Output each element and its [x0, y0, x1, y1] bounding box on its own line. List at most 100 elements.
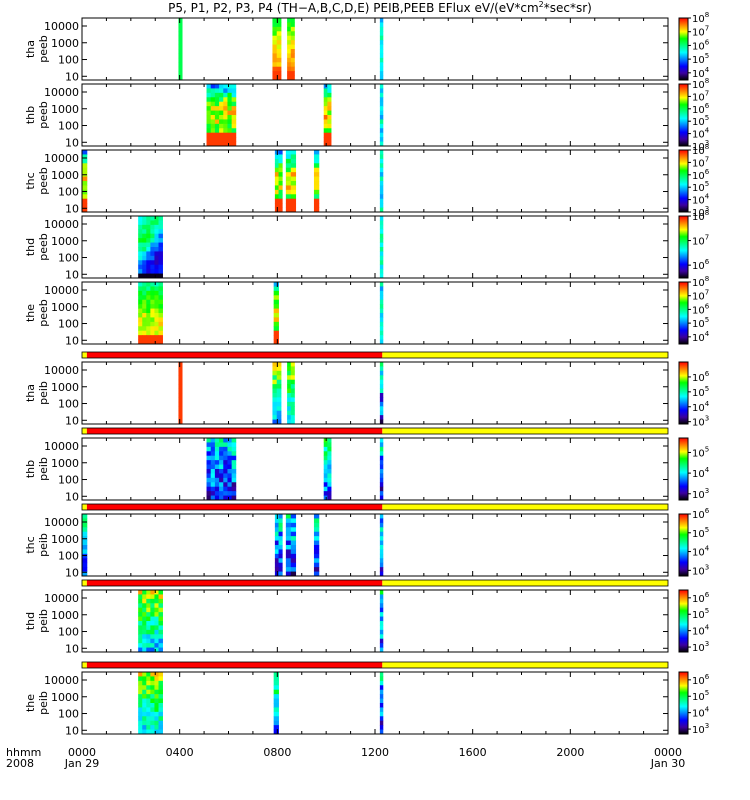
spectrogram-cell	[323, 473, 328, 479]
spectrogram-cell	[223, 106, 228, 111]
spectrogram-cell	[206, 132, 212, 138]
spectrogram-cell	[158, 317, 163, 323]
spectrogram-cell	[146, 242, 151, 248]
spectrogram-cell	[158, 313, 163, 318]
spectrogram-cell	[138, 299, 143, 305]
y-tick-label: 1000	[51, 691, 79, 704]
spectrogram-cell	[379, 181, 384, 186]
spectrogram-cell	[276, 370, 282, 376]
spectrogram-cell	[379, 282, 384, 287]
y-tick-label: 10000	[44, 516, 79, 529]
spectrogram-cell	[287, 366, 292, 372]
spectrogram-cell	[379, 518, 384, 524]
spectrogram-cell	[138, 672, 143, 677]
status-segment	[86, 352, 383, 358]
spectrogram-burst	[287, 18, 295, 81]
spectrogram-cell	[146, 220, 151, 226]
spectrogram-cell	[285, 571, 292, 577]
spectrogram-cell	[287, 22, 292, 28]
spectrogram-cell	[274, 567, 279, 572]
spectrogram-cell	[154, 251, 159, 257]
status-segment	[82, 352, 87, 358]
spectrogram-cell	[227, 451, 233, 457]
spectrogram-cell	[142, 220, 147, 226]
spectrogram-cell	[138, 255, 143, 261]
spectrogram-cell	[206, 446, 212, 452]
spectrogram-cell	[379, 18, 384, 23]
spectrogram-cell	[327, 455, 332, 461]
spectrogram-cell	[290, 150, 297, 155]
spectrogram-cell	[146, 317, 151, 323]
spectrogram-cell	[178, 401, 183, 407]
spectrogram-cell	[223, 495, 228, 501]
spectrogram-cell	[273, 299, 279, 305]
spectrogram-cell	[150, 694, 155, 699]
spectrogram-cell	[227, 486, 233, 492]
spectrogram-burst	[138, 216, 163, 279]
spectrogram-cell	[142, 643, 147, 648]
spectrogram-cell	[274, 203, 279, 208]
spectrogram-cell	[150, 335, 155, 340]
colorbar-label-exponent: 4	[705, 400, 710, 408]
spectrogram-cell	[150, 685, 155, 691]
spectrogram-cell	[274, 553, 279, 559]
spectrogram-cell	[285, 522, 292, 528]
spectrogram-cell	[219, 137, 224, 142]
colorbar-label: 105	[692, 445, 709, 459]
spectrogram-cell	[150, 676, 155, 682]
spectrogram-cell	[273, 725, 279, 730]
spectrogram-burst	[379, 590, 384, 653]
colorbar-label: 106	[692, 38, 710, 52]
panel-background	[82, 150, 668, 212]
spectrogram-cell	[285, 567, 292, 572]
spectrogram-cell	[379, 203, 384, 208]
spectrogram-cell	[276, 31, 282, 37]
spectrogram-cell	[231, 106, 237, 111]
colorbar-label-exponent: 3	[705, 139, 709, 147]
spectrogram-cell	[290, 203, 297, 208]
spectrogram-cell	[323, 137, 328, 142]
spectrogram-cell	[138, 703, 143, 708]
spectrogram-cell	[379, 123, 384, 129]
spectrogram-cell	[223, 491, 228, 496]
spectrogram-cell	[290, 553, 297, 559]
colorbar-label-exponent: 3	[705, 563, 709, 571]
status-bar	[81, 351, 669, 359]
spectrogram-cell	[146, 286, 151, 292]
spectrogram-cell	[313, 163, 320, 169]
spectrogram-cell	[138, 247, 143, 252]
colorbar-label: 108	[692, 77, 709, 91]
y-tick-label: 1000	[51, 457, 79, 470]
spectrogram-cell	[227, 464, 233, 470]
spectrogram-cell	[210, 491, 216, 496]
spectrogram-cell	[379, 460, 384, 465]
colorbar-label-exponent: 3	[705, 487, 709, 495]
spectrogram-cell	[150, 290, 155, 296]
spectrogram-cell	[379, 716, 384, 722]
spectrogram-cell	[273, 672, 279, 677]
x-tick-label: 1600	[459, 746, 487, 759]
spectrogram-cell	[214, 482, 220, 488]
colorbar-label: 106	[692, 258, 710, 272]
spectrogram-cell	[158, 711, 163, 717]
spectrogram-cell	[82, 176, 88, 182]
spectrogram-cell	[379, 698, 384, 704]
spectrogram-cell	[276, 388, 282, 394]
spectrogram-cell	[379, 540, 384, 546]
spectrogram-cell	[290, 562, 297, 568]
spectrogram-cell	[146, 616, 151, 622]
spectrogram-cell	[379, 260, 384, 266]
status-segment	[382, 352, 668, 358]
y-tick-label: 10	[65, 414, 79, 427]
colorbar-label: 107	[692, 289, 709, 303]
spectrogram-cell	[158, 625, 163, 631]
spectrogram-cell	[142, 233, 147, 239]
colorbar-label-exponent: 6	[705, 102, 710, 110]
spectrogram-cell	[210, 460, 216, 465]
spectrogram-cell	[146, 321, 151, 327]
spectrogram-cell	[285, 558, 292, 564]
spectrogram-cell	[142, 590, 147, 595]
